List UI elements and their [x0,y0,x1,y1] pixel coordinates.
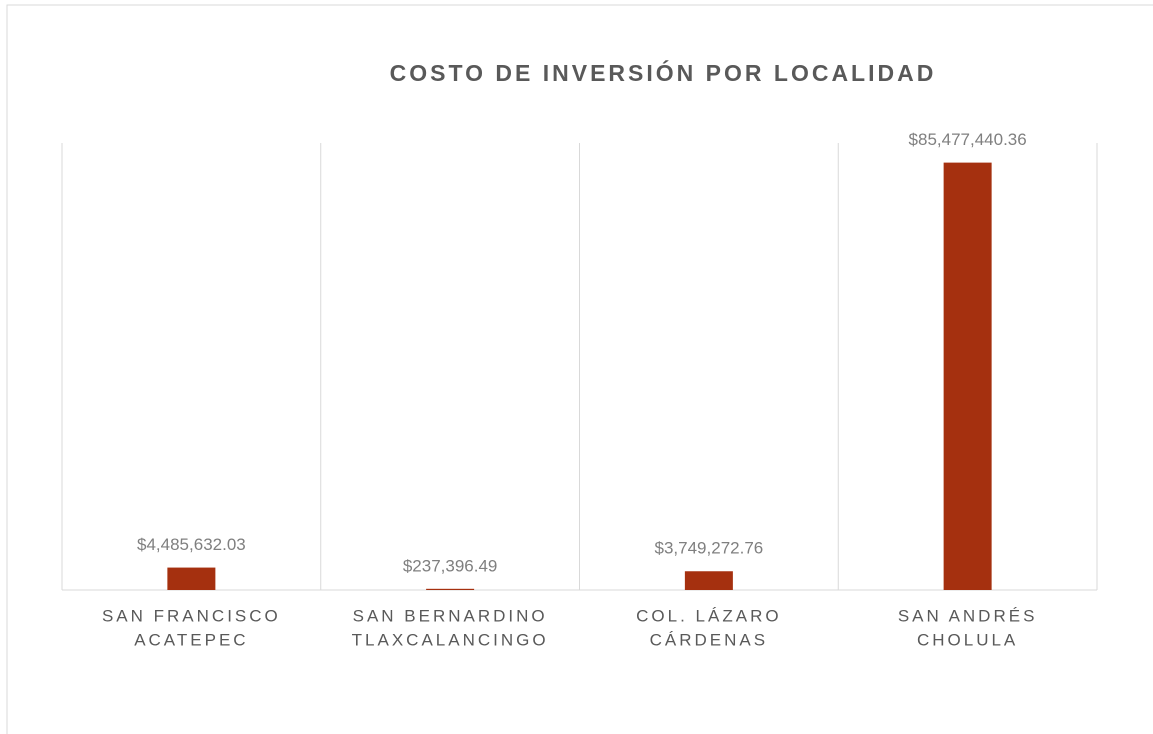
data-label: $85,477,440.36 [909,130,1027,149]
data-label: $3,749,272.76 [655,539,764,558]
x-tick-label: SAN ANDRÉS [898,606,1038,625]
x-tick-label: SAN FRANCISCO [102,606,281,625]
bar [167,567,216,590]
x-tick-label: COL. LÁZARO [636,606,781,625]
bar [426,588,475,590]
x-tick-label: CHOLULA [917,630,1018,649]
x-tick-label: TLAXCALANCINGO [352,630,549,649]
data-label: $237,396.49 [403,556,498,575]
chart-border [6,4,1153,734]
x-tick-label: ACATEPEC [134,630,248,649]
bar [684,571,733,590]
x-tick-label: SAN BERNARDINO [353,606,548,625]
bar [943,162,992,590]
x-tick-label: CÁRDENAS [650,630,768,649]
chart-title: COSTO DE INVERSIÓN POR LOCALIDAD [390,59,937,86]
data-label: $4,485,632.03 [137,535,246,554]
